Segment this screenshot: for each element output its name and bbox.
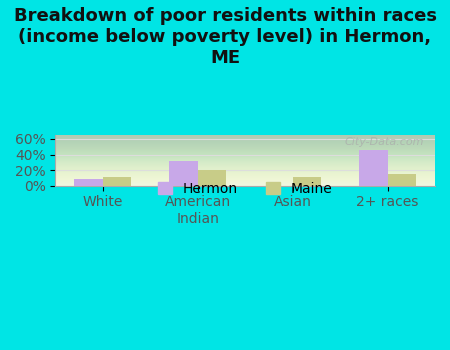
Bar [74,180,103,186]
Bar [198,170,226,186]
Bar [169,161,198,186]
Bar [103,177,131,186]
Text: Breakdown of poor residents within races
(income below poverty level) in Hermon,: Breakdown of poor residents within races… [14,7,436,66]
Bar [387,174,416,186]
Bar [359,150,387,186]
Text: City-Data.com: City-Data.com [344,136,423,147]
Bar [292,177,321,186]
Legend: Hermon, Maine: Hermon, Maine [153,176,338,202]
